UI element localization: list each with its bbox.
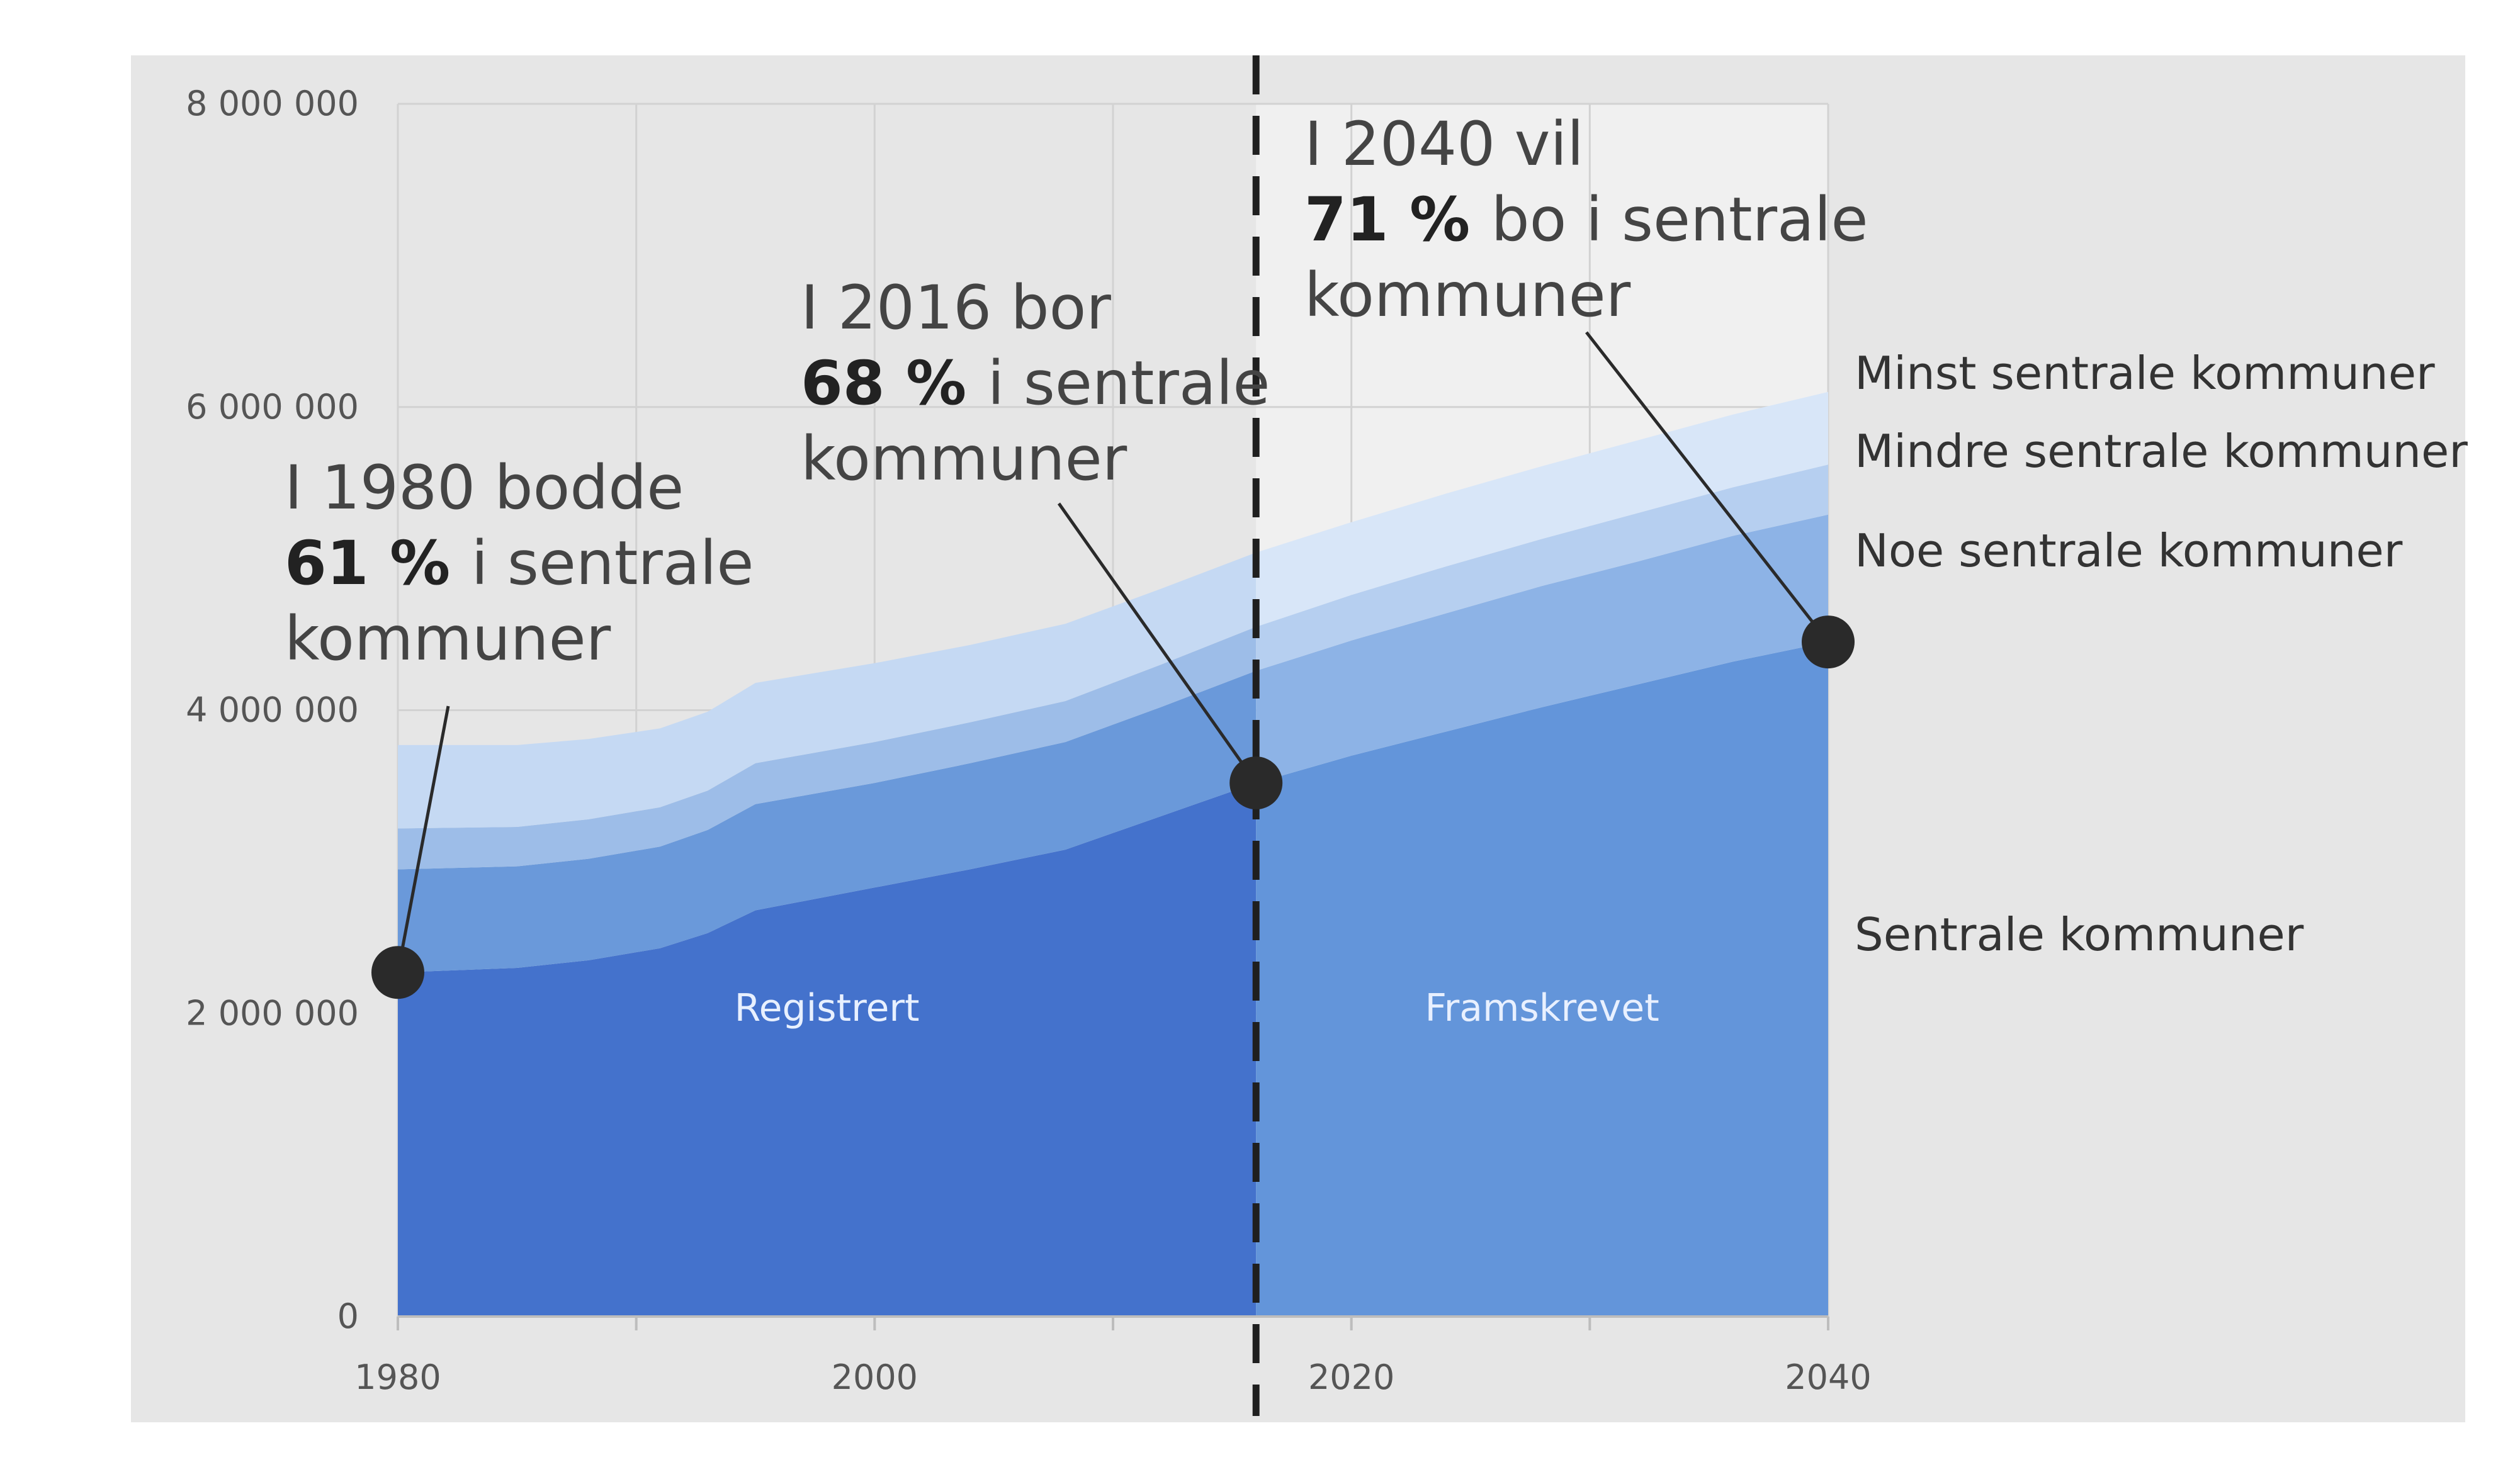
annotation-percentage: 71 %	[1304, 184, 1491, 255]
annotation-line: kommuner	[285, 604, 611, 674]
annotation-line: 68 % i sentrale	[801, 348, 1270, 419]
x-tick-label: 1980	[354, 1357, 441, 1397]
y-tick-label: 4 000 000	[186, 690, 359, 730]
area-projected-mindre-sentrale-kommuner	[1256, 464, 1828, 671]
area-registered-noe-sentrale-kommuner	[398, 670, 1257, 973]
y-axis: 0 2 000 000 4 000 000 6 000 000 8 000 000	[186, 84, 359, 1336]
legend-entry-sentrale-kommuner: Sentrale kommuner	[1855, 908, 2304, 961]
y-tick-label: 8 000 000	[186, 84, 359, 123]
annotation-text: I 1980 bodde 61 % i sentrale kommuner	[285, 452, 754, 674]
annotation-line: kommuner	[801, 424, 1127, 494]
annotation-line-rest: i sentrale	[988, 348, 1270, 419]
x-tick-label: 2040	[1785, 1357, 1871, 1397]
annotation-leader-line	[1585, 331, 1829, 643]
annotation-text: I 2016 bor 68 % i sentrale kommuner	[801, 272, 1270, 494]
annotation-leader-line	[1057, 502, 1258, 784]
annotation-line: 61 % i sentrale	[285, 528, 754, 598]
area-registered-mindre-sentrale-kommuner	[398, 627, 1257, 870]
annotation-line: kommuner	[1304, 260, 1631, 330]
legend-entry-mindre-sentrale-kommuner: Mindre sentrale kommuner	[1855, 425, 2468, 478]
legend-entry-noe-sentrale-kommuner: Noe sentrale kommuner	[1855, 524, 2403, 577]
annotation-line-rest: bo i sentrale	[1491, 184, 1868, 255]
annotation-line: I 2040 vil	[1304, 109, 1584, 179]
annotation-percentage: 61 %	[285, 528, 472, 598]
x-tick-label: 2000	[832, 1357, 918, 1397]
annotation-marker	[1229, 756, 1283, 810]
annotation-line-rest: i sentrale	[472, 528, 754, 598]
region-label-registered: Registrert	[735, 986, 920, 1030]
x-tick-label: 2020	[1308, 1357, 1394, 1397]
legend: Sentrale kommuner Noe sentrale kommuner Mi…	[1855, 347, 2468, 961]
x-axis: 1980 2000 2020 2040	[354, 1315, 1872, 1397]
area-projected-minst-sentrale-kommuner	[1256, 391, 1828, 627]
area-registered-sentrale-kommuner	[398, 783, 1257, 1317]
annotation-marker	[1802, 615, 1855, 669]
y-tick-label: 0	[337, 1296, 359, 1336]
region-label-projected: Framskrevet	[1425, 986, 1659, 1030]
area-projected-sentrale-kommuner	[1256, 642, 1828, 1317]
annotation-marker	[371, 946, 424, 999]
annotation-text: I 2040 vil 71 % bo i sentrale kommuner	[1304, 109, 1868, 330]
annotation-percentage: 68 %	[801, 348, 988, 419]
y-tick-label: 6 000 000	[186, 387, 359, 427]
y-tick-label: 2 000 000	[186, 993, 359, 1033]
area-registered-minst-sentrale-kommuner	[398, 553, 1257, 829]
annotation-line: I 2016 bor	[801, 272, 1111, 343]
annotation-line: 71 % bo i sentrale	[1304, 184, 1868, 255]
legend-entry-minst-sentrale-kommuner: Minst sentrale kommuner	[1855, 347, 2435, 400]
annotation-leader-line	[396, 705, 450, 973]
area-projected-noe-sentrale-kommuner	[1256, 514, 1828, 784]
stacked-areas	[398, 391, 1828, 1317]
region-labels: Registrert Framskrevet	[735, 986, 1659, 1030]
annotation-line: I 1980 bodde	[285, 452, 684, 523]
